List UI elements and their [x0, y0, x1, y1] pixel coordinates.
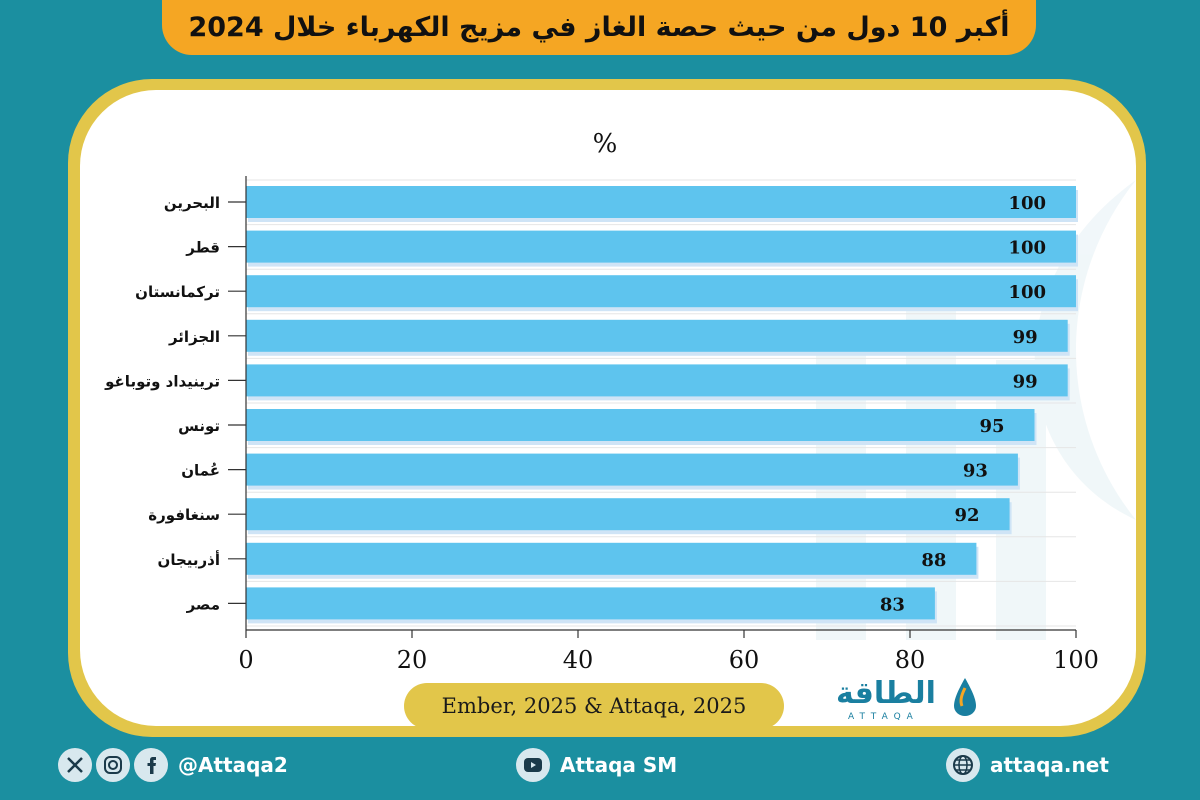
chart-title: أكبر 10 دول من حيث حصة الغاز في مزيج الك…	[162, 0, 1036, 55]
x-tick-label: 40	[563, 646, 594, 674]
value-label: 99	[1013, 327, 1038, 348]
category-label: الجزائر	[168, 328, 220, 346]
social-links: @Attaqa2	[58, 748, 288, 782]
bar	[246, 186, 1076, 218]
bar	[246, 587, 935, 620]
youtube-channel[interactable]: Attaqa SM	[560, 753, 678, 777]
social-handle[interactable]: @Attaqa2	[178, 753, 288, 777]
x-tick-label: 0	[238, 646, 253, 674]
source-label: Ember, 2025 & Attaqa, 2025	[404, 683, 784, 729]
category-label: سنغافورة	[148, 506, 220, 524]
facebook-icon[interactable]	[134, 748, 168, 782]
x-icon[interactable]	[58, 748, 92, 782]
category-label: مصر	[186, 595, 220, 613]
globe-icon[interactable]	[946, 748, 980, 782]
logo-drop-icon	[954, 678, 976, 716]
x-tick-label: 80	[895, 646, 926, 674]
bar	[246, 498, 1010, 531]
value-label: 100	[1008, 238, 1046, 259]
x-tick-label: 60	[729, 646, 760, 674]
bar	[246, 542, 977, 575]
value-label: 88	[921, 550, 946, 571]
value-label: 92	[955, 505, 980, 526]
value-label: 83	[880, 594, 905, 615]
logo-latin: ATTAQA	[848, 712, 919, 722]
bar	[246, 409, 1035, 441]
footer: @Attaqa2 Attaqa SM attaqa.net	[0, 740, 1200, 800]
attaqa-logo: الطاقة ATTAQA	[836, 676, 986, 726]
bar	[246, 453, 1018, 486]
bar	[246, 275, 1076, 308]
category-label: قطر	[185, 239, 220, 257]
value-label: 99	[1013, 371, 1038, 392]
youtube-link[interactable]: Attaqa SM	[516, 748, 677, 782]
value-label: 100	[1008, 282, 1046, 303]
value-label: 93	[963, 461, 988, 482]
category-label: عُمان	[181, 462, 220, 480]
unit-label: %	[593, 129, 618, 159]
bar	[246, 364, 1068, 397]
website-link[interactable]: attaqa.net	[946, 748, 1109, 782]
website-url[interactable]: attaqa.net	[990, 753, 1109, 777]
x-tick-label: 100	[1053, 646, 1099, 674]
category-label: أذربيجان	[158, 550, 220, 569]
category-label: ترينيداد وتوباغو	[104, 372, 220, 390]
instagram-icon[interactable]	[96, 748, 130, 782]
logo-arabic: الطاقة	[836, 676, 936, 711]
youtube-icon[interactable]	[516, 748, 550, 782]
value-label: 95	[979, 416, 1004, 437]
category-label: البحرين	[164, 194, 220, 212]
bar	[246, 319, 1068, 352]
x-tick-label: 20	[397, 646, 428, 674]
category-label: تونس	[178, 417, 220, 435]
category-label: تركمانستان	[135, 283, 220, 301]
bar	[246, 230, 1076, 263]
value-label: 100	[1008, 193, 1046, 214]
